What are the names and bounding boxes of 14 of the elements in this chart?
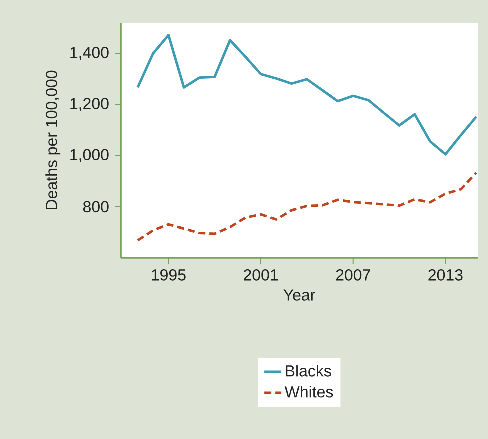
- y-tick-label: 1,400: [70, 47, 109, 60]
- legend-label: Blacks: [286, 365, 332, 377]
- line-series: [136, 172, 478, 242]
- y-tick-label: 1,200: [70, 98, 109, 112]
- x-tick-label: 2013: [428, 270, 463, 281]
- x-tick-label: 2007: [336, 270, 370, 281]
- x-tick-label: 1995: [152, 270, 186, 281]
- line-series: [136, 34, 478, 156]
- y-tick-label: 800: [83, 201, 109, 213]
- x-axis-title: Year: [284, 290, 316, 301]
- legend-label: Whites: [284, 386, 334, 398]
- x-tick-label: 2001: [244, 270, 278, 281]
- y-tick-label: 1,000: [70, 149, 109, 162]
- y-axis-title: Deaths per 100,000: [46, 70, 61, 210]
